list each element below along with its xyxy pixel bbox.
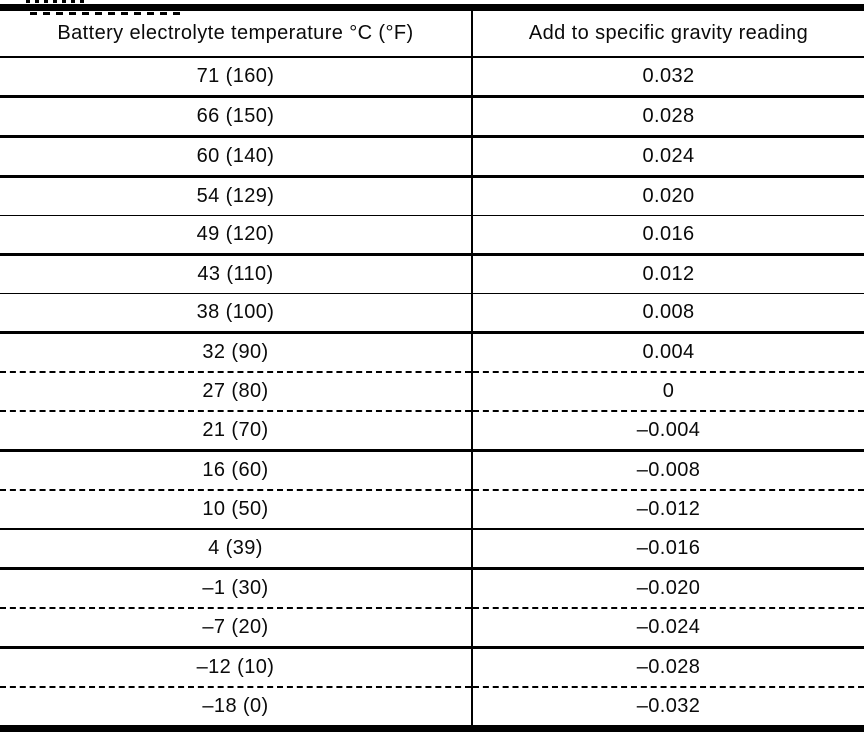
- gravity-correction-cell: –0.028: [636, 656, 701, 678]
- gravity-correction-cell: 0.020: [642, 185, 695, 207]
- table-row: 10 (50) –0.012: [0, 490, 864, 529]
- gravity-correction-cell: –0.008: [636, 459, 701, 481]
- gravity-correction-cell: 0.004: [642, 341, 695, 363]
- gravity-correction-column-header: Add to specific gravity reading: [528, 22, 809, 44]
- temperature-cell: 71 (160): [0, 57, 473, 97]
- table-row: 66 (150) 0.028: [0, 96, 864, 137]
- scan-artifact: [26, 0, 86, 3]
- table-row: –12 (10) –0.028: [0, 647, 864, 687]
- temperature-cell: 32 (90): [0, 332, 473, 372]
- table-row: 4 (39) –0.016: [0, 529, 864, 569]
- table-row: 43 (110) 0.012: [0, 254, 864, 294]
- temperature-cell: 49 (120): [0, 215, 473, 255]
- table-row: –18 (0) –0.032: [0, 687, 864, 729]
- temperature-cell: 27 (80): [0, 372, 473, 411]
- temperature-correction-table: Battery electrolyte temperature °C (°F) …: [0, 4, 864, 732]
- table-row: 49 (120) 0.016: [0, 215, 864, 255]
- temperature-cell: –1 (30): [0, 568, 473, 608]
- table-row: 21 (70) –0.004: [0, 411, 864, 451]
- gravity-correction-cell: 0.016: [642, 223, 695, 245]
- gravity-correction-cell: –0.024: [636, 616, 701, 638]
- temperature-cell: 21 (70): [0, 411, 473, 451]
- gravity-correction-cell: –0.020: [636, 577, 701, 599]
- temperature-cell: 16 (60): [0, 450, 473, 490]
- table-header-row: Battery electrolyte temperature °C (°F) …: [0, 7, 864, 57]
- gravity-correction-cell: 0.008: [642, 301, 695, 323]
- gravity-correction-cell: –0.016: [636, 537, 701, 559]
- table-row: 32 (90) 0.004: [0, 332, 864, 372]
- temperature-cell: 10 (50): [0, 490, 473, 529]
- table-row: 60 (140) 0.024: [0, 136, 864, 177]
- table-row: –7 (20) –0.024: [0, 608, 864, 648]
- table-row: –1 (30) –0.020: [0, 568, 864, 608]
- gravity-correction-cell: 0: [662, 380, 675, 402]
- gravity-correction-cell: –0.032: [636, 695, 701, 717]
- temperature-cell: 66 (150): [0, 96, 473, 137]
- gravity-correction-cell: 0.032: [642, 65, 695, 87]
- temperature-cell: 38 (100): [0, 293, 473, 333]
- temperature-cell: –12 (10): [0, 647, 473, 687]
- table-row: 54 (129) 0.020: [0, 176, 864, 216]
- temperature-cell: –18 (0): [0, 687, 473, 729]
- temperature-cell: 4 (39): [0, 529, 473, 569]
- gravity-correction-cell: –0.004: [636, 419, 701, 441]
- temperature-cell: 43 (110): [0, 254, 473, 294]
- gravity-correction-cell: 0.024: [642, 145, 695, 167]
- table-row: 16 (60) –0.008: [0, 450, 864, 490]
- gravity-correction-cell: 0.012: [642, 263, 695, 285]
- temperature-cell: –7 (20): [0, 608, 473, 648]
- table-row: 71 (160) 0.032: [0, 57, 864, 97]
- temperature-cell: 54 (129): [0, 176, 473, 216]
- gravity-correction-cell: 0.028: [642, 105, 695, 127]
- table-row: 38 (100) 0.008: [0, 293, 864, 333]
- temperature-cell: 60 (140): [0, 136, 473, 177]
- temperature-column-header: Battery electrolyte temperature °C (°F): [0, 7, 473, 57]
- gravity-correction-cell: –0.012: [636, 498, 701, 520]
- table-row: 27 (80) 0: [0, 372, 864, 411]
